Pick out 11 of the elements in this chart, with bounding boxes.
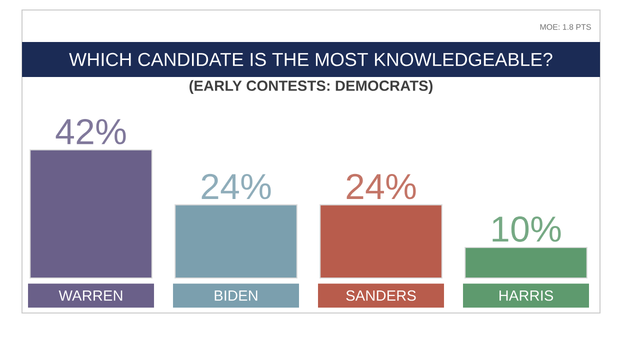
data-label: 10% (492, 216, 561, 242)
x-tick-label: HARRIS (500, 290, 554, 301)
data-label: 24% (202, 174, 271, 200)
text: MOE: 1.8 PTS (540, 24, 591, 30)
chart-title: WHICH CANDIDATE IS THE MOST KNOWLEDGEABLE? (69, 52, 552, 66)
x-tick-label: SANDERS (346, 290, 416, 301)
data-label: 42% (56, 118, 126, 144)
x-tick-label: WARREN (58, 290, 122, 301)
x-tick-label: BIDEN (214, 290, 258, 301)
data-label: 24% (346, 174, 416, 200)
chart-subtitle: (EARLY CONTESTS: DEMOCRATS) (190, 80, 432, 94)
